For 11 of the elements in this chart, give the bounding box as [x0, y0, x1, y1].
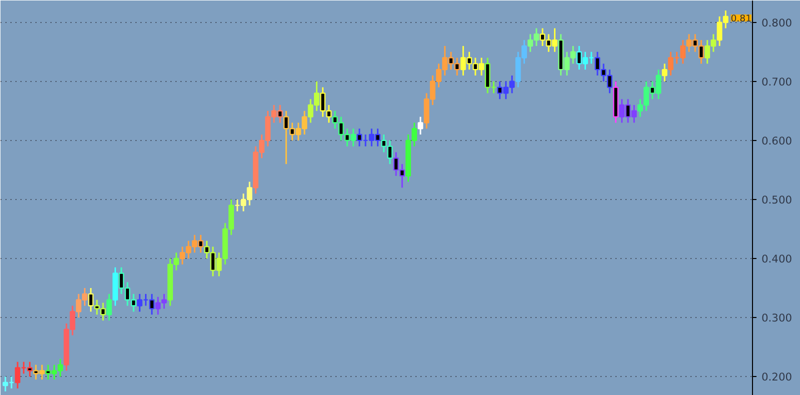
y-tick-label: 0.600: [762, 134, 792, 148]
candlestick: [418, 116, 424, 136]
y-tick-label: 0.300: [762, 312, 792, 325]
candlestick: [662, 62, 668, 82]
y-tick-label: 0.500: [762, 193, 792, 206]
y-tick-label: 0.200: [762, 370, 792, 384]
annotation: 0.81: [730, 13, 752, 24]
y-tick-label: 0.800: [762, 16, 792, 30]
candlestick: [106, 293, 112, 322]
y-tick-label: 0.700: [762, 75, 792, 88]
y-tick-label: 0.400: [762, 252, 792, 266]
